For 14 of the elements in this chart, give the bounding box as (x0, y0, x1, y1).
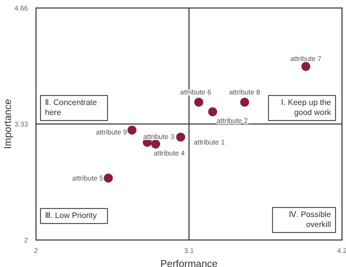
point (301, 62, 310, 71)
point (176, 132, 186, 142)
x-axis-title: Performance (160, 259, 218, 267)
annotation: Ⅰ. Keep up the good work (268, 95, 336, 121)
y-axis-title: Importance (3, 98, 14, 150)
point (194, 98, 204, 107)
point (127, 126, 136, 135)
annotation: Ⅳ. Possible overkill (272, 207, 336, 233)
annotation: Ⅲ. Low Priority (40, 208, 108, 224)
point (151, 140, 160, 149)
point (240, 98, 250, 107)
annotation: Ⅱ. Concentrate here (40, 95, 108, 121)
point (208, 107, 218, 116)
point (104, 174, 113, 183)
